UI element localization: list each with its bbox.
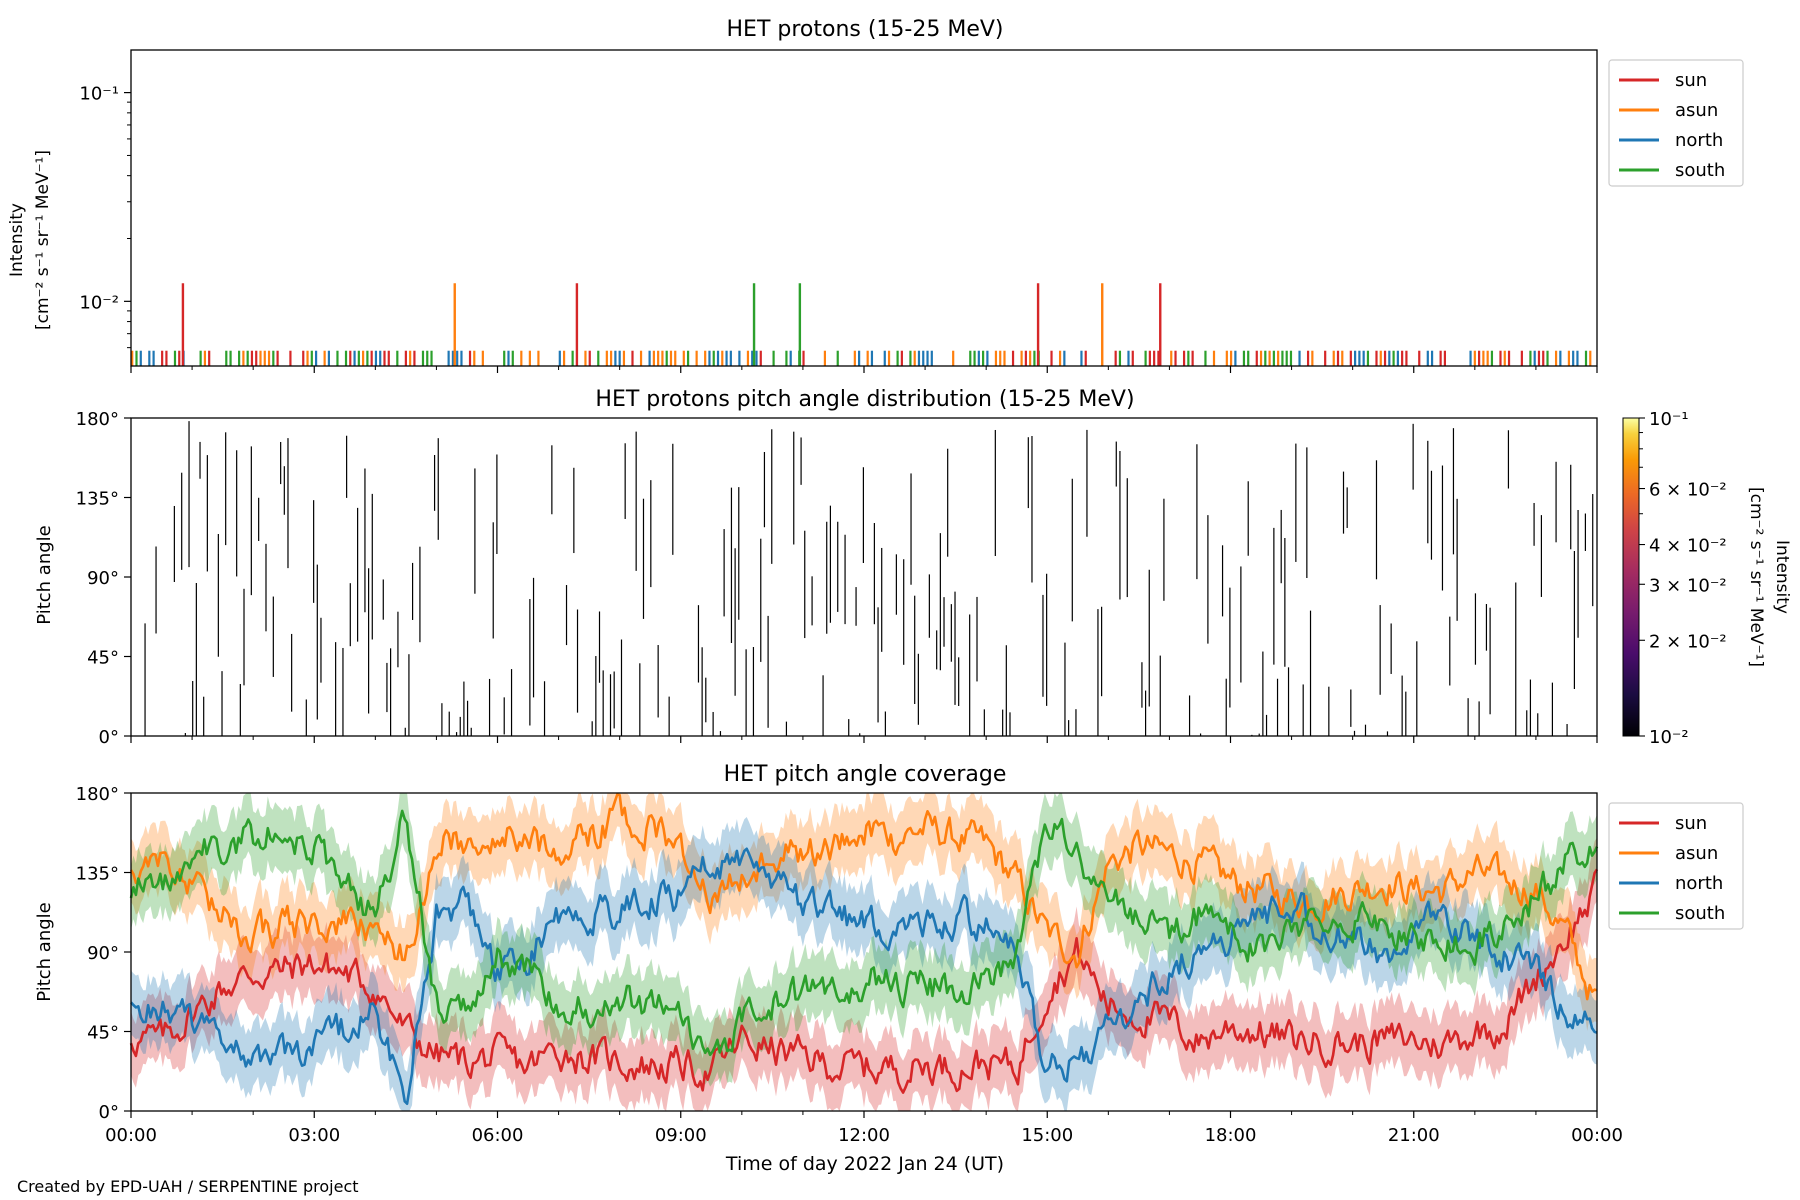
y-tick-label: 90° <box>87 568 119 589</box>
series-line-asun <box>129 793 1598 1001</box>
band-asun <box>131 793 1597 1031</box>
y-tick-label: 45° <box>87 1023 119 1044</box>
panel3-y-axis: 0° 45° 90° 135° 180° <box>76 784 131 1123</box>
y-tick-label: 10⁻¹ <box>79 84 119 105</box>
y-tick-label: 180° <box>76 784 119 805</box>
colorbar-label-line2: [cm⁻² s⁻¹ sr⁻¹ MeV⁻¹] <box>1746 487 1766 667</box>
panel3-plot-area <box>129 793 1599 1111</box>
panel1-ylabel-line2: [cm⁻² s⁻¹ sr⁻¹ MeV⁻¹] <box>33 150 53 330</box>
panel3-xlabel: Time of day 2022 Jan 24 (UT) <box>725 1153 1004 1175</box>
panel2-plot-area <box>144 421 1594 736</box>
panel1-frame <box>130 49 1598 367</box>
panel-intensity: HET protons (15-25 MeV) Intensity [cm⁻² … <box>7 17 1744 373</box>
panel3-title: HET pitch angle coverage <box>724 762 1007 787</box>
panel2-y-axis: 0° 45° 90° 135° 180° <box>76 409 131 748</box>
colorbar-tick-label: 10⁻¹ <box>1649 409 1689 430</box>
colorbar: 10⁻¹ 6 × 10⁻² 4 × 10⁻² 3 × 10⁻² 2 × 10⁻² 10⁻²… <box>1622 409 1792 748</box>
legend-label-north: north <box>1675 873 1723 894</box>
panel2-ylabel: Pitch angle <box>34 525 55 624</box>
legend-label-sun: sun <box>1675 813 1707 834</box>
y-tick-label: 0° <box>99 1102 119 1123</box>
band-north <box>131 817 1597 1111</box>
x-tick-label: 06:00 <box>472 1125 524 1146</box>
panel3-x-axis: 00:00 03:00 06:00 09:00 12:00 15:00 18:00 21:00… <box>105 1111 1623 1146</box>
panel2-frame <box>130 417 1598 737</box>
series-line-sun <box>129 868 1599 1094</box>
legend-label-asun: asun <box>1675 843 1718 864</box>
panel3-ylabel: Pitch angle <box>34 902 55 1001</box>
x-tick-label: 15:00 <box>1021 1125 1073 1146</box>
colorbar-tick-label: 6 × 10⁻² <box>1649 480 1727 501</box>
panel3-legend: sun asun north south <box>1608 802 1744 930</box>
colorbar-tick-label: 10⁻² <box>1649 727 1689 748</box>
x-tick-label: 00:00 <box>1571 1125 1623 1146</box>
legend-label-south: south <box>1675 903 1725 924</box>
colorbar-tick-label: 2 × 10⁻² <box>1649 631 1727 652</box>
y-tick-label: 180° <box>76 409 119 430</box>
x-tick-label: 09:00 <box>655 1125 707 1146</box>
legend-label-south: south <box>1675 160 1725 181</box>
panel-coverage: HET pitch angle coverage Pitch angle 0° 4… <box>34 762 1744 1175</box>
x-tick-label: 21:00 <box>1388 1125 1440 1146</box>
panel2-title: HET protons pitch angle distribution (15… <box>595 387 1134 412</box>
y-tick-label: 135° <box>76 489 119 510</box>
colorbar-label-line1: Intensity <box>1772 540 1792 614</box>
series-line-south <box>129 809 1599 1057</box>
panel1-ylabel: Intensity [cm⁻² s⁻¹ sr⁻¹ MeV⁻¹] <box>7 150 53 330</box>
y-tick-label: 0° <box>99 727 119 748</box>
colorbar-tick-label: 3 × 10⁻² <box>1649 575 1727 596</box>
panel1-title: HET protons (15-25 MeV) <box>727 17 1004 42</box>
y-tick-label: 135° <box>76 864 119 885</box>
x-tick-label: 12:00 <box>838 1125 890 1146</box>
panel1-x-axis <box>130 366 1598 373</box>
x-tick-label: 00:00 <box>105 1125 157 1146</box>
colorbar-ticks: 10⁻¹ 6 × 10⁻² 4 × 10⁻² 3 × 10⁻² 2 × 10⁻² 10⁻² <box>1639 409 1727 748</box>
y-tick-label: 10⁻² <box>79 292 119 313</box>
panel1-plot-area <box>131 283 1592 366</box>
colorbar-tick-label: 4 × 10⁻² <box>1649 536 1727 557</box>
legend-label-sun: sun <box>1675 70 1707 91</box>
legend-frame <box>1608 802 1744 930</box>
x-tick-label: 03:00 <box>288 1125 340 1146</box>
legend-frame <box>1608 59 1744 187</box>
panel-pad: HET protons pitch angle distribution (15… <box>34 387 1792 748</box>
panel1-ylabel-line1: Intensity <box>7 203 27 277</box>
credit-footer: Created by EPD-UAH / SERPENTINE project <box>17 1177 359 1196</box>
band-sun <box>131 837 1597 1111</box>
colorbar-label: Intensity [cm⁻² s⁻¹ sr⁻¹ MeV⁻¹] <box>1746 487 1792 667</box>
y-tick-label: 90° <box>87 943 119 964</box>
legend-label-north: north <box>1675 130 1723 151</box>
colorbar-gradient <box>1622 417 1640 737</box>
y-tick-label: 45° <box>87 648 119 669</box>
x-tick-label: 18:00 <box>1205 1125 1257 1146</box>
panel2-x-axis <box>130 736 1598 743</box>
panel1-legend: sun asun north south <box>1608 59 1744 187</box>
legend-label-asun: asun <box>1675 100 1718 121</box>
panel1-y-axis: 10⁻² 10⁻¹ <box>79 84 131 349</box>
